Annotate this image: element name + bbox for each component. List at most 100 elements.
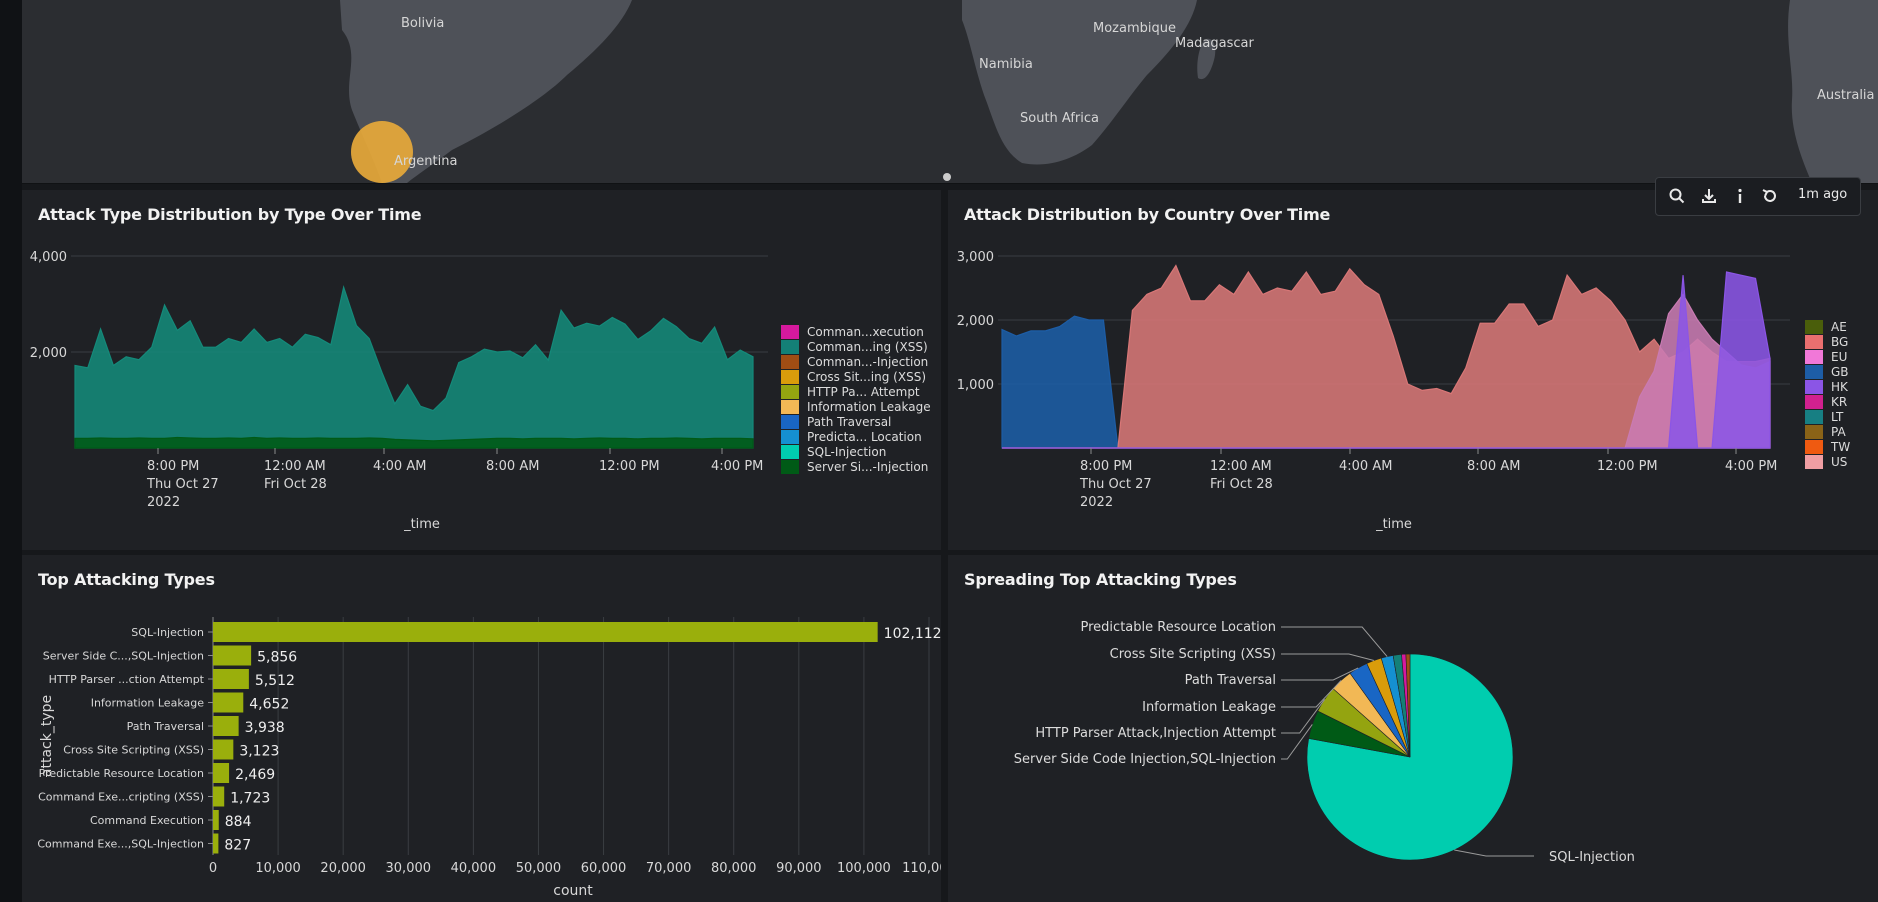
pie-slice-1	[1306, 653, 1514, 861]
legend-swatch	[781, 415, 799, 429]
legend-swatch	[781, 370, 799, 384]
map-pager-dot[interactable]	[943, 173, 951, 181]
bar-value-label: 827	[224, 838, 251, 854]
bar-value-label: 3,123	[239, 744, 279, 760]
x-tick-label: 10,000	[255, 861, 301, 876]
legend-swatch	[1805, 320, 1823, 334]
x-tick-label: Fri Oct 28	[1210, 477, 1273, 492]
legend-swatch	[781, 340, 799, 354]
panel-title: Attack Distribution by Country Over Time	[964, 205, 1331, 224]
type-area-chart[interactable]: 4,000 2,000 8:00 PM Thu Oct 27 2022 12:00 AM F…	[22, 190, 941, 550]
legend-label: TW	[1830, 440, 1850, 454]
bar-8	[213, 786, 225, 807]
legend-swatch	[781, 400, 799, 414]
y-tick-label: 2,000	[957, 314, 994, 329]
bar-value-label: 1,723	[230, 791, 270, 807]
legend-label: PA	[1831, 425, 1846, 439]
bar-6	[213, 739, 234, 760]
x-tick-label: 90,000	[776, 861, 822, 876]
x-tick-label: 4:00 PM	[711, 459, 763, 474]
map-landmass-africa	[962, 0, 1197, 165]
map-label: Namibia	[979, 57, 1033, 72]
x-tick-label: 70,000	[646, 861, 692, 876]
legend-label: Comman...ing (XSS)	[807, 340, 928, 354]
slice-label: HTTP Parser Attack,Injection Attempt	[1035, 726, 1276, 741]
top-types-bar-chart[interactable]: 0 10,000 20,000 30,000 40,000 50,000 60,000 70,…	[22, 555, 941, 902]
x-tick-label: 8:00 AM	[486, 459, 539, 474]
series-area-sql-injection	[74, 284, 754, 449]
bar-10	[213, 833, 219, 854]
legend-swatch	[1805, 410, 1823, 424]
leader-line	[1281, 724, 1313, 760]
x-tick-label: 12:00 AM	[1210, 459, 1272, 474]
x-tick-label: 4:00 PM	[1725, 459, 1777, 474]
y-tick-label: Information Leakage	[91, 697, 205, 710]
slice-label: SQL-Injection	[1549, 850, 1635, 865]
map-label: South Africa	[1020, 111, 1099, 126]
legend-swatch	[781, 385, 799, 399]
legend-swatch	[1805, 395, 1823, 409]
legend-label: HK	[1831, 380, 1849, 394]
x-tick-label: 100,000	[837, 861, 891, 876]
panel-title: Top Attacking Types	[38, 570, 215, 589]
y-tick-label: 4,000	[30, 250, 67, 265]
map-landmass-australia	[1788, 0, 1878, 183]
x-axis-title: _time	[403, 517, 440, 532]
bar-1	[213, 622, 878, 642]
x-tick-label: 60,000	[581, 861, 627, 876]
panel-attack-type-over-time: Attack Type Distribution by Type Over Ti…	[22, 190, 941, 550]
map-label: Argentina	[394, 154, 457, 169]
legend-swatch	[1805, 455, 1823, 469]
y-tick-label: Server Side C...,SQL-Injection	[43, 650, 204, 663]
map-landmass-south-america	[340, 0, 632, 183]
legend-label: Path Traversal	[807, 415, 891, 429]
attack-map[interactable]: Bolivia Argentina Mozambique Madagascar …	[22, 0, 1878, 184]
slice-label: Server Side Code Injection,SQL-Injection	[1014, 752, 1276, 767]
bar-value-label: 102,112	[884, 626, 941, 642]
legend-label: Comman...-Injection	[807, 355, 928, 369]
x-tick-label: 4:00 AM	[1339, 459, 1392, 474]
left-edge-strip	[0, 0, 22, 902]
map-attack-bubble[interactable]	[351, 121, 413, 183]
x-tick-label: 12:00 PM	[599, 459, 660, 474]
legend-swatch	[781, 460, 799, 474]
slice-label: Predictable Resource Location	[1081, 620, 1276, 635]
country-area-chart[interactable]: 3,000 2,000 1,000 8:00 PM Thu Oct 27 2022 12:0…	[948, 190, 1878, 550]
y-axis-title: attack_type	[39, 695, 55, 777]
bar-value-label: 4,652	[249, 697, 289, 713]
download-icon[interactable]	[1700, 187, 1718, 205]
bar-7	[213, 763, 230, 783]
series-area-hk	[1002, 271, 1771, 449]
legend-label: KR	[1831, 395, 1847, 409]
legend-label: AE	[1831, 320, 1847, 334]
legend-label: Cross Sit...ing (XSS)	[807, 370, 926, 384]
bar-9	[213, 810, 219, 830]
x-tick-label: Fri Oct 28	[264, 477, 327, 492]
bar-value-label: 2,469	[235, 767, 275, 783]
search-icon[interactable]	[1668, 187, 1686, 205]
bar-2	[213, 645, 252, 666]
legend-swatch	[781, 325, 799, 339]
y-tick-label: Predictable Resource Location	[39, 767, 204, 780]
panel-top-attacking-types: Top Attacking Types 0 10,000 20,000 30,000 4…	[22, 555, 941, 902]
info-icon[interactable]	[1731, 187, 1749, 205]
refresh-icon[interactable]	[1761, 187, 1779, 205]
legend-swatch	[1805, 335, 1823, 349]
y-tick-label: SQL-Injection	[131, 626, 204, 639]
pie-slice-10	[1405, 653, 1411, 758]
series-area-server-si-injection	[74, 436, 754, 449]
spreading-pie-chart[interactable]: Predictable Resource Location Cross Site …	[948, 555, 1878, 902]
legend-swatch	[1805, 365, 1823, 379]
map-label: Mozambique	[1093, 21, 1176, 36]
x-tick-label: 4:00 AM	[373, 459, 426, 474]
legend-swatch	[1805, 350, 1823, 364]
legend-label: Information Leakage	[807, 400, 931, 414]
bar-4	[213, 692, 244, 713]
x-axis-title: _time	[1375, 517, 1412, 532]
bar-3	[213, 669, 249, 689]
bar-5	[213, 716, 239, 736]
x-tick-label: 80,000	[711, 861, 757, 876]
x-tick-label: 110,000	[902, 861, 941, 876]
legend-swatch	[1805, 425, 1823, 439]
x-tick-label: 12:00 PM	[1597, 459, 1658, 474]
